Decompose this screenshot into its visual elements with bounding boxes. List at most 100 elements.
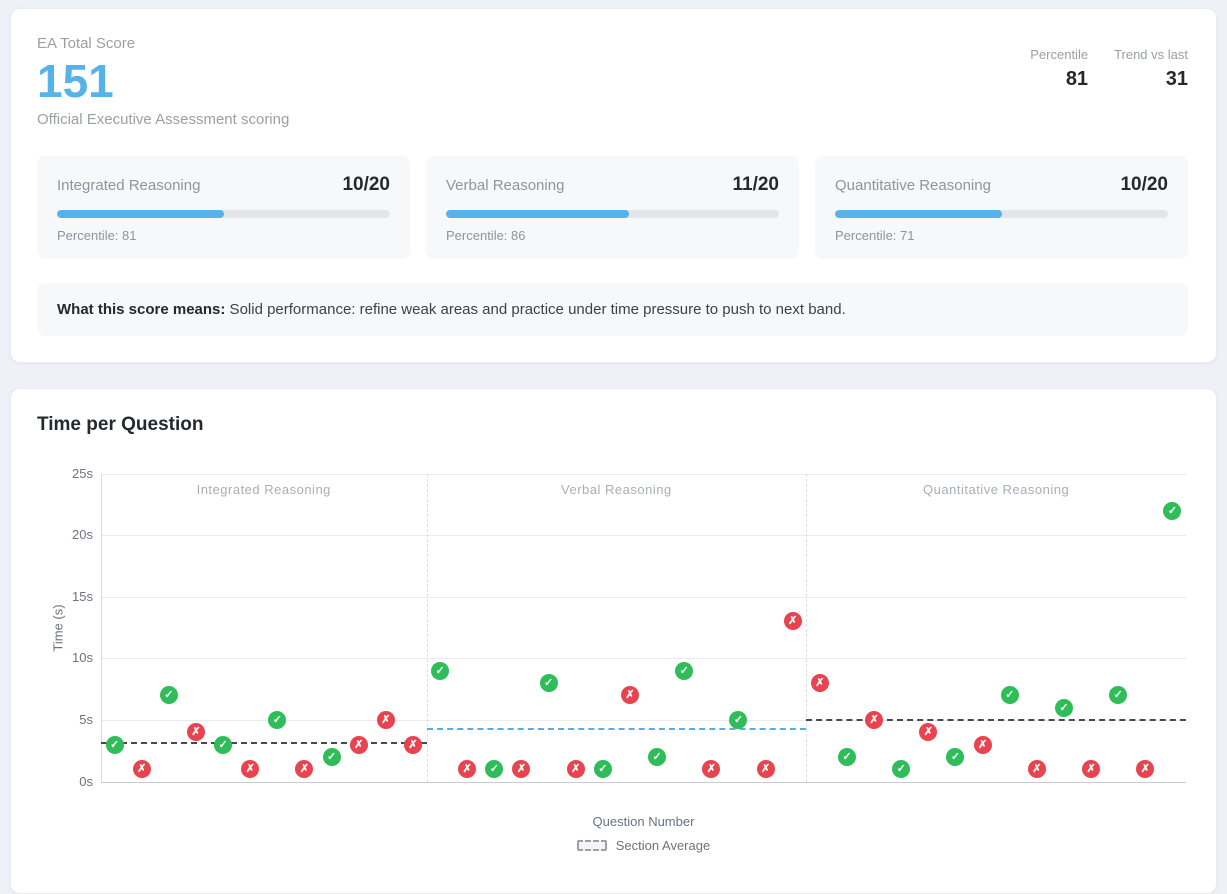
question-marker-correct[interactable]: ✓ [322,747,341,766]
question-marker-correct[interactable]: ✓ [837,747,856,766]
question-marker-incorrect[interactable]: ✗ [132,760,151,779]
question-marker-correct[interactable]: ✓ [593,760,612,779]
score-meaning-text: Solid performance: refine weak areas and… [225,300,846,318]
y-tick-label: 5s [79,711,93,727]
section-progress-track [57,209,390,218]
total-score-subtitle: Official Executive Assessment scoring [37,110,290,128]
y-tick-label: 10s [72,650,93,666]
question-marker-correct[interactable]: ✓ [1000,686,1019,705]
question-marker-correct[interactable]: ✓ [675,661,694,680]
y-tick-label: 15s [72,588,93,604]
question-marker-incorrect[interactable]: ✗ [349,735,368,754]
question-marker-incorrect[interactable]: ✗ [919,723,938,742]
section-score: 10/20 [342,173,390,195]
question-marker-incorrect[interactable]: ✗ [512,760,531,779]
gridline [101,658,1186,660]
trend-stat: Trend vs last 31 [1114,47,1188,91]
total-score-value: 151 [37,55,114,107]
section-average-legend-label: Section Average [615,837,711,853]
section-progress-fill [446,209,630,218]
section-average-legend-swatch [576,839,607,851]
gridline [101,535,1186,537]
section-progress-fill [835,209,1002,218]
y-axis-title: Time (s) [50,604,66,652]
question-marker-incorrect[interactable]: ✗ [1027,760,1046,779]
y-axis-line [101,473,102,782]
question-marker-incorrect[interactable]: ✗ [295,760,314,779]
question-marker-correct[interactable]: ✓ [431,661,450,680]
header-stats: Percentile 81 Trend vs last 31 [1030,47,1188,91]
score-header: EA Total Score 151 Official Executive As… [37,35,1188,128]
question-marker-correct[interactable]: ✓ [159,686,178,705]
gridline [101,719,1186,721]
percentile-stat: Percentile 81 [1030,47,1088,91]
section-card-header: Verbal Reasoning 11/20 [446,174,779,196]
y-tick-label: 25s [72,465,93,481]
question-marker-correct[interactable]: ✓ [729,710,748,729]
gridline [101,596,1186,598]
score-meaning-prefix: What this score means: [57,300,226,318]
question-marker-incorrect[interactable]: ✗ [783,612,802,631]
section-card-header: Quantitative Reasoning 10/20 [835,174,1168,196]
question-marker-incorrect[interactable]: ✗ [702,760,721,779]
question-marker-incorrect[interactable]: ✗ [1082,760,1101,779]
question-marker-incorrect[interactable]: ✗ [376,710,395,729]
question-marker-correct[interactable]: ✓ [268,710,287,729]
question-marker-incorrect[interactable]: ✗ [241,760,260,779]
question-marker-correct[interactable]: ✓ [539,674,558,693]
question-marker-correct[interactable]: ✓ [946,747,965,766]
trend-stat-value: 31 [1165,68,1188,90]
time-per-question-chart: Time (s) Question Number Section Average… [11,389,1216,893]
question-marker-correct[interactable]: ✓ [1054,698,1073,717]
question-marker-incorrect[interactable]: ✗ [403,735,422,754]
question-marker-incorrect[interactable]: ✗ [566,760,585,779]
percentile-stat-label: Percentile [1030,47,1089,62]
total-score-label: EA Total Score [37,35,136,52]
section-percentile: Percentile: 71 [835,227,915,243]
section-average-line [806,718,1186,721]
question-marker-incorrect[interactable]: ✗ [865,710,884,729]
chart-section-label: Integrated Reasoning [196,481,331,497]
section-divider [806,473,808,782]
section-card-header: Integrated Reasoning 10/20 [57,174,390,196]
section-card-verbal-reasoning: Verbal Reasoning 11/20 Percentile: 86 [426,155,799,259]
question-marker-correct[interactable]: ✓ [105,735,124,754]
section-progress-fill [57,209,224,218]
question-marker-correct[interactable]: ✓ [648,747,667,766]
gridline [101,473,1186,475]
trend-stat-label: Trend vs last [1114,47,1188,62]
y-tick-label: 20s [72,527,93,543]
x-axis-title: Question Number [592,813,695,829]
question-marker-incorrect[interactable]: ✗ [810,674,829,693]
section-card-integrated-reasoning: Integrated Reasoning 10/20 Percentile: 8… [37,155,410,259]
y-tick-label: 0s [79,773,93,789]
section-average-line [426,727,807,730]
section-percentile: Percentile: 81 [57,227,137,243]
question-marker-incorrect[interactable]: ✗ [756,760,775,779]
section-average-line [101,741,427,744]
chart-section-label: Verbal Reasoning [561,481,672,497]
question-marker-incorrect[interactable]: ✗ [458,760,477,779]
section-name: Quantitative Reasoning [835,176,991,194]
question-marker-correct[interactable]: ✓ [1163,501,1182,520]
score-meaning-note: What this score means: Solid performance… [37,282,1188,336]
question-marker-incorrect[interactable]: ✗ [973,735,992,754]
chart-title: Time per Question [37,413,204,435]
gridline [101,781,1186,783]
section-progress-track [446,209,779,218]
chart-legend: Section Average [101,838,1186,853]
section-card-quantitative-reasoning: Quantitative Reasoning 10/20 Percentile:… [815,155,1188,259]
section-score-row: Integrated Reasoning 10/20 Percentile: 8… [37,155,1188,259]
section-name: Verbal Reasoning [446,176,565,194]
question-marker-correct[interactable]: ✓ [214,735,233,754]
question-marker-incorrect[interactable]: ✗ [186,723,205,742]
question-marker-correct[interactable]: ✓ [892,760,911,779]
question-marker-correct[interactable]: ✓ [1109,686,1128,705]
score-summary-card: EA Total Score 151 Official Executive As… [10,8,1217,363]
section-name: Integrated Reasoning [57,176,201,194]
chart-section-label: Quantitative Reasoning [923,481,1070,497]
percentile-stat-value: 81 [1065,68,1089,90]
question-marker-incorrect[interactable]: ✗ [620,686,639,705]
question-marker-incorrect[interactable]: ✗ [1136,760,1155,779]
question-marker-correct[interactable]: ✓ [485,760,504,779]
